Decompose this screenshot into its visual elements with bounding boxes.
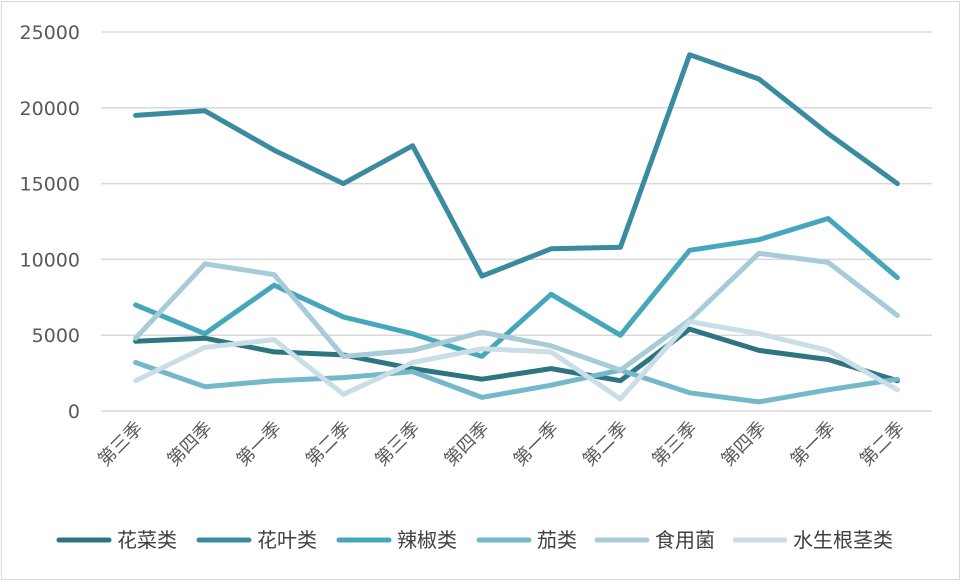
y-tick-label: 0 bbox=[68, 401, 80, 423]
series-line bbox=[133, 52, 900, 279]
y-tick-label: 25000 bbox=[20, 22, 80, 44]
legend-label: 食用菌 bbox=[655, 528, 715, 552]
x-tick-label: 第一季 bbox=[510, 418, 563, 471]
x-tick-label: 第一季 bbox=[787, 418, 840, 471]
x-tick-label: 第四季 bbox=[717, 418, 770, 471]
series-line bbox=[133, 319, 900, 402]
x-tick-label: 第一季 bbox=[233, 418, 286, 471]
series-line bbox=[133, 250, 900, 373]
y-tick-label: 5000 bbox=[32, 325, 80, 347]
series-line bbox=[133, 326, 900, 384]
series-line bbox=[133, 360, 900, 405]
y-tick-label: 15000 bbox=[20, 174, 80, 196]
x-tick-label: 第三季 bbox=[371, 418, 424, 471]
x-tick-label: 第二季 bbox=[302, 418, 355, 471]
x-tick-label: 第四季 bbox=[163, 418, 216, 471]
series-lines bbox=[133, 52, 900, 405]
series-line bbox=[133, 216, 900, 359]
legend-label: 水生根茎类 bbox=[793, 528, 893, 552]
x-tick-label: 第四季 bbox=[440, 418, 493, 471]
x-tick-label: 第二季 bbox=[579, 418, 632, 471]
x-axis-ticks: 第三季 第四季 第一季 第二季 第三季 第四季 第一季 第二季 第三季 第四季 第一季 第二季 bbox=[94, 418, 909, 471]
gridlines bbox=[101, 31, 932, 412]
legend: 花菜类 花叶类 辣椒类 茄类 食用菌 水生根茎类 bbox=[56, 528, 893, 552]
legend-label: 茄类 bbox=[537, 528, 577, 552]
y-tick-label: 20000 bbox=[20, 98, 80, 120]
x-tick-label: 第三季 bbox=[94, 418, 147, 471]
y-tick-label: 10000 bbox=[20, 249, 80, 271]
legend-label: 辣椒类 bbox=[397, 528, 457, 552]
x-tick-label: 第二季 bbox=[856, 418, 909, 471]
y-axis-ticks: 0 5000 10000 15000 20000 25000 bbox=[20, 22, 80, 423]
legend-label: 花菜类 bbox=[117, 528, 177, 552]
x-tick-label: 第三季 bbox=[648, 418, 701, 471]
legend-label: 花叶类 bbox=[257, 528, 317, 552]
